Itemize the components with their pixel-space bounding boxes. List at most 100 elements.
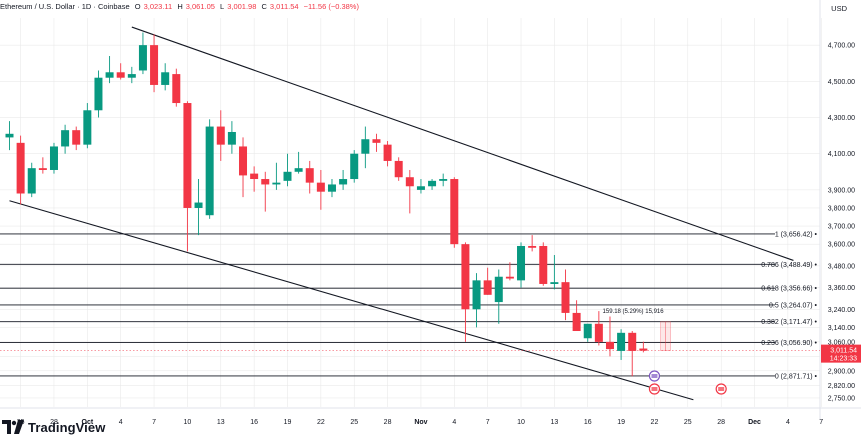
time-tick-label: 7 bbox=[819, 419, 823, 426]
candle-up bbox=[550, 282, 559, 284]
measure-tool[interactable]: 159.18 (5.29%) 15,916 bbox=[603, 309, 671, 351]
change-value: −11.56 (−0.38%) bbox=[303, 2, 359, 11]
candle-down bbox=[394, 160, 403, 178]
candle-up bbox=[327, 184, 336, 192]
time-tick-label: 4 bbox=[119, 419, 123, 426]
candle-down bbox=[605, 341, 614, 350]
candle-down bbox=[250, 173, 259, 180]
fib-level-label: 0.786 (3,488.49) • bbox=[761, 262, 817, 269]
tradingview-logo-icon bbox=[2, 420, 24, 434]
time-axis[interactable]: 2528Oct4710131619222528Nov47101316192225… bbox=[17, 419, 824, 426]
candle-up bbox=[439, 179, 448, 181]
candle-down bbox=[372, 139, 381, 143]
fib-level-label: 0.5 (3,264.07) • bbox=[769, 302, 818, 309]
time-tick-label: 7 bbox=[486, 419, 490, 426]
candle-up bbox=[5, 133, 14, 138]
close-value: 3,011.54 bbox=[269, 2, 299, 11]
candle-down bbox=[261, 179, 270, 185]
close-label: C bbox=[261, 2, 267, 11]
candle-down bbox=[461, 244, 470, 310]
candle-up bbox=[339, 179, 348, 185]
time-tick-label: 22 bbox=[651, 419, 659, 426]
tradingview-wordmark: TradingView bbox=[28, 419, 106, 435]
candle-down bbox=[150, 45, 159, 85]
high-value: 3,061.05 bbox=[185, 2, 215, 11]
time-tick-label: 16 bbox=[584, 419, 592, 426]
candle-down bbox=[572, 312, 581, 332]
fib-level-label: 0 (2,871.71) • bbox=[775, 373, 818, 380]
price-tick-label: 3,600.00 bbox=[828, 242, 855, 249]
price-tick-label: 3,700.00 bbox=[828, 224, 855, 231]
tradingview-logo[interactable]: TradingView bbox=[2, 418, 105, 436]
time-tick-label: 13 bbox=[217, 419, 225, 426]
candle-down bbox=[483, 280, 492, 295]
price-tick-label: 3,140.00 bbox=[828, 325, 855, 332]
time-tick-label: 28 bbox=[384, 419, 392, 426]
trendline-upper-channel bbox=[131, 26, 794, 261]
candle-down bbox=[16, 142, 25, 194]
grid bbox=[0, 0, 861, 420]
time-tick-label: 4 bbox=[452, 419, 456, 426]
candle-up bbox=[161, 72, 170, 85]
candle-down bbox=[316, 182, 325, 192]
time-tick-label: Oct bbox=[82, 419, 94, 426]
candle-up bbox=[83, 110, 92, 145]
fibonacci-retracement[interactable]: 1 (3,656.42) • 0.786 (3,488.49) • 0.618 (3… bbox=[0, 231, 820, 380]
fib-level-label: 0.382 (3,171.47) • bbox=[761, 319, 817, 326]
price-tick-label: 3,360.00 bbox=[828, 285, 855, 292]
candle-down bbox=[528, 245, 537, 248]
candle-up bbox=[361, 139, 370, 154]
trendlines[interactable] bbox=[9, 26, 794, 401]
last-price-value: 3,011.54 bbox=[830, 348, 857, 355]
symbol-title[interactable]: Ethereum / U.S. Dollar · 1D · Coinbase bbox=[0, 2, 130, 11]
fib-level-label: 1 (3,656.42) • bbox=[775, 231, 818, 238]
time-tick-label: 16 bbox=[250, 419, 258, 426]
time-tick-label: 28 bbox=[50, 419, 58, 426]
countdown-label: 14:23:33 bbox=[830, 356, 857, 363]
fib-level-label: 0.236 (3,056.90) • bbox=[761, 340, 817, 347]
candle-down bbox=[239, 146, 248, 176]
price-tick-label: 3,800.00 bbox=[828, 205, 855, 212]
low-value: 3,001.98 bbox=[227, 2, 257, 11]
open-label: O bbox=[134, 2, 141, 11]
time-tick-label: 10 bbox=[517, 419, 525, 426]
time-tick-label: 10 bbox=[184, 419, 192, 426]
chart-header: Ethereum / U.S. Dollar · 1D · Coinbase O… bbox=[0, 2, 362, 16]
candle-down bbox=[639, 348, 648, 351]
time-tick-label: 22 bbox=[317, 419, 325, 426]
price-tick-label: 2,820.00 bbox=[828, 383, 855, 390]
candle-up bbox=[517, 245, 526, 281]
candle-down bbox=[450, 179, 459, 245]
candle-up bbox=[94, 77, 103, 111]
candle-down bbox=[183, 103, 192, 208]
open-value: 3,023.11 bbox=[143, 2, 173, 11]
candle-down bbox=[38, 168, 47, 170]
time-tick-label: Nov bbox=[414, 419, 427, 426]
currency-label[interactable]: USD bbox=[831, 4, 847, 13]
event-marker-us-flag-icon-fill bbox=[651, 387, 658, 391]
price-tick-label: 4,300.00 bbox=[828, 115, 855, 122]
time-tick-label: 4 bbox=[786, 419, 790, 426]
candles bbox=[5, 32, 648, 377]
event-markers[interactable] bbox=[648, 370, 727, 395]
low-label: L bbox=[220, 2, 225, 11]
candle-down bbox=[561, 282, 570, 313]
candle-up bbox=[227, 131, 236, 145]
time-tick-label: 13 bbox=[550, 419, 558, 426]
price-tick-label: 2,900.00 bbox=[828, 368, 855, 375]
candle-up bbox=[583, 323, 592, 339]
candle-up bbox=[294, 168, 303, 172]
time-tick-label: 28 bbox=[717, 419, 725, 426]
candle-down bbox=[172, 74, 181, 104]
time-tick-label: Dec bbox=[748, 419, 761, 426]
price-tick-label: 4,100.00 bbox=[828, 151, 855, 158]
price-axis[interactable]: 2,750.002,820.002,900.002,980.003,060.00… bbox=[821, 43, 861, 403]
price-tick-label: 3,240.00 bbox=[828, 307, 855, 314]
price-tick-label: 3,900.00 bbox=[828, 187, 855, 194]
candle-up bbox=[283, 171, 292, 181]
price-tick-label: 4,700.00 bbox=[828, 43, 855, 50]
candle-down bbox=[72, 130, 81, 145]
candle-up bbox=[350, 153, 359, 180]
candle-down bbox=[305, 168, 314, 183]
